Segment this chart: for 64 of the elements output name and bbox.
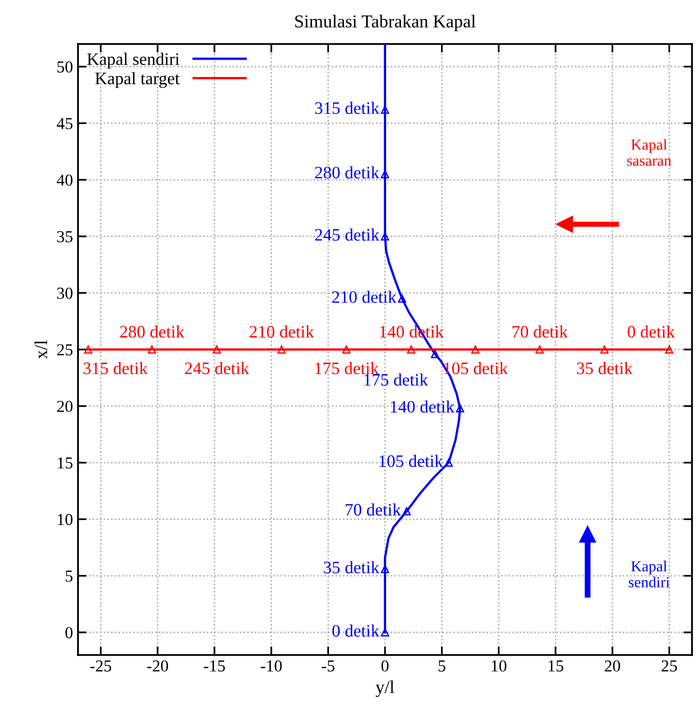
y-tick-label: 10	[58, 514, 73, 526]
annotation: 70 detik	[346, 503, 402, 516]
point	[444, 458, 453, 467]
y-tick-label: 20	[57, 400, 73, 412]
point	[456, 404, 464, 412]
annotation: 315 detik	[315, 102, 380, 114]
x-tick-label: 0	[381, 660, 389, 672]
annotation: 140 detik	[390, 400, 454, 413]
x-tick-label: 5	[438, 660, 446, 672]
x-tick-label: -10	[260, 660, 282, 672]
point	[471, 345, 480, 354]
point	[212, 345, 221, 354]
annotation: 280 detik	[315, 166, 380, 178]
annotation: 245 detik	[315, 228, 380, 241]
point	[600, 345, 609, 354]
annotation: 35 detik	[577, 362, 633, 374]
annotation: 0 detik	[332, 624, 380, 637]
x-tick-label: -20	[147, 660, 168, 672]
x-tick-label: -25	[90, 660, 112, 672]
y-tick-label: 5	[66, 570, 72, 582]
y-tick-label: 15	[58, 457, 72, 469]
annotation: 210 detik	[250, 325, 314, 338]
annotation: 280 detik	[120, 325, 184, 338]
x-tick-label: 10	[492, 660, 506, 672]
point	[380, 106, 390, 114]
annotation: Kapal sendiri	[628, 560, 670, 588]
chart-title: Simulasi Tabrakan Kapal	[295, 14, 476, 32]
y-tick-label: 30	[57, 288, 73, 299]
y-tick-label: 25	[57, 344, 72, 356]
annotation: Kapal sasaran	[627, 139, 672, 166]
annotation: 210 detik	[332, 290, 396, 303]
y-axis-title: x/l	[34, 340, 48, 359]
point	[84, 345, 92, 354]
y-tick-label: 45	[56, 118, 72, 130]
point	[277, 345, 286, 354]
annotation: 175 detik	[315, 362, 379, 374]
x-tick-label: 15	[548, 660, 564, 672]
x-tick-label: -5	[322, 660, 334, 672]
point	[430, 350, 440, 358]
annotation: 245 detik	[184, 362, 250, 374]
annotation: 315 detik	[84, 362, 148, 374]
point	[665, 345, 674, 354]
legend-label: Kapal target	[95, 72, 180, 88]
x-tick-label: 20	[604, 660, 620, 672]
legend-label: Kapal sendiri	[87, 52, 180, 69]
point	[407, 345, 416, 354]
point	[536, 345, 544, 354]
point	[380, 170, 390, 178]
point	[398, 294, 406, 303]
annotation: 0 detik	[628, 325, 675, 338]
x-tick-label: -15	[204, 660, 225, 672]
y-tick-label: 35	[57, 231, 72, 242]
point	[342, 345, 350, 354]
x-tick-label: 25	[662, 660, 677, 672]
point	[402, 507, 411, 516]
y-tick-label: 50	[57, 61, 73, 73]
annotation: 105 detik	[380, 454, 444, 467]
annotation: 70 detik	[512, 325, 568, 338]
y-tick-label: 0	[65, 627, 73, 638]
point	[148, 345, 156, 354]
x-axis-title: y/l	[376, 680, 394, 697]
annotation: 175 detik	[364, 373, 428, 386]
y-tick-label: 40	[56, 174, 73, 186]
annotation: 35 detik	[324, 561, 380, 574]
